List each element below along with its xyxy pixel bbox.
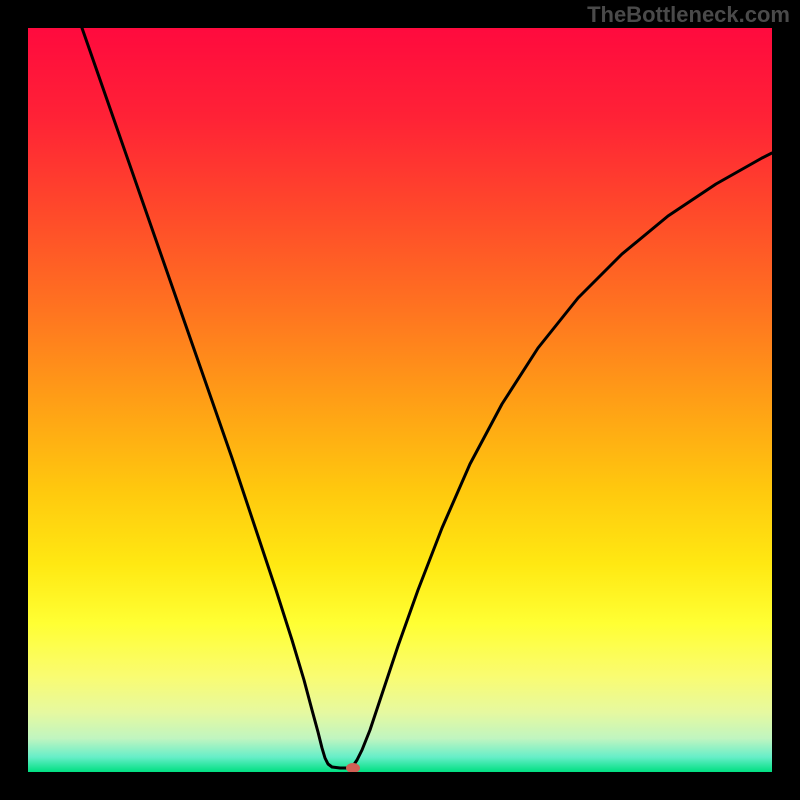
chart-frame: TheBottleneck.com: [0, 0, 800, 800]
optimal-point-marker: [346, 763, 360, 773]
plot-background: [28, 28, 772, 772]
watermark-text: TheBottleneck.com: [587, 2, 790, 28]
bottleneck-chart-svg: [0, 0, 800, 800]
